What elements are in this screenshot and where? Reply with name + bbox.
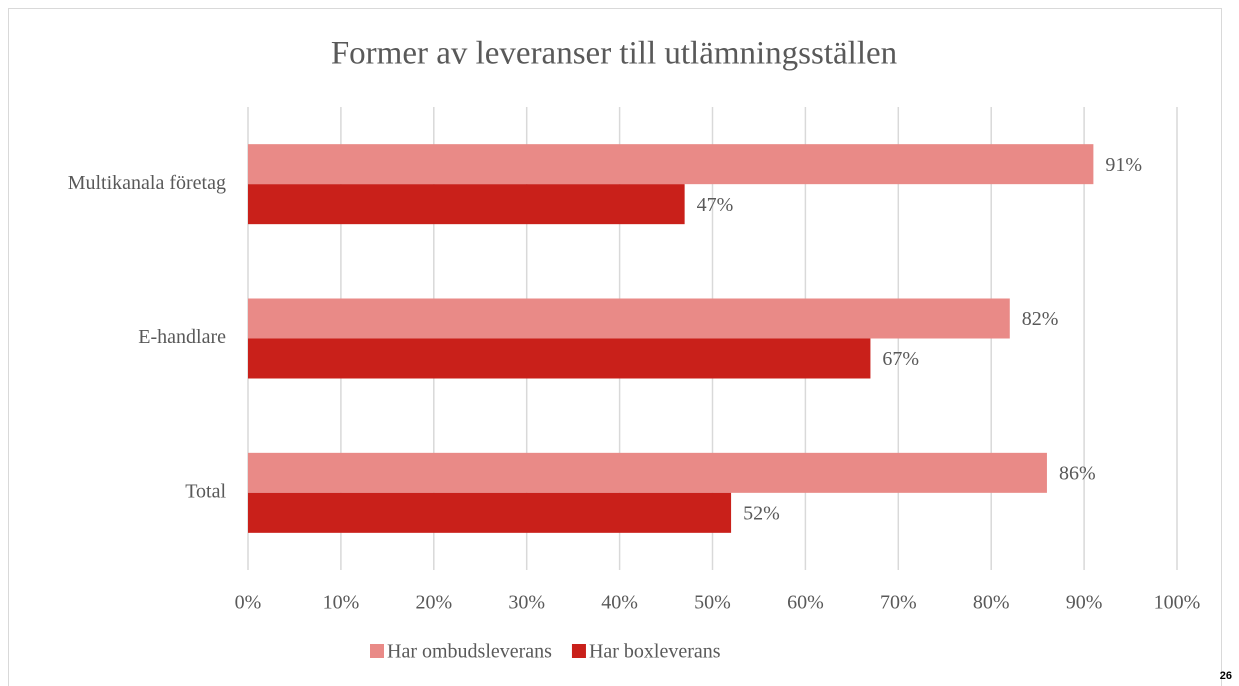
y-tick-label: Multikanala företag [68, 172, 226, 194]
x-tick-label: 70% [880, 592, 917, 614]
value-label: 86% [1059, 462, 1096, 484]
bar [248, 298, 1010, 339]
legend-label: Har ombudsleverans [387, 641, 552, 663]
x-tick-label: 10% [323, 592, 360, 614]
x-tick-label: 50% [694, 592, 731, 614]
page-number: 26 [1220, 670, 1232, 682]
bar [248, 492, 732, 533]
x-tick-label: 0% [235, 592, 262, 614]
bar [248, 184, 685, 225]
x-tick-label: 100% [1154, 592, 1201, 614]
chart-frame [8, 8, 1222, 686]
x-tick-label: 80% [973, 592, 1010, 614]
legend-label: Har boxleverans [589, 641, 721, 663]
bar [248, 338, 871, 379]
y-tick-label: Total [185, 480, 226, 502]
value-label: 47% [697, 194, 734, 216]
y-tick-label: E-handlare [138, 326, 226, 348]
x-tick-label: 90% [1066, 592, 1103, 614]
value-label: 91% [1105, 154, 1142, 176]
x-tick-label: 40% [601, 592, 638, 614]
x-tick-label: 60% [787, 592, 824, 614]
legend-swatch [571, 644, 586, 658]
legend-swatch [370, 644, 384, 658]
value-label: 67% [882, 348, 919, 370]
chart-title: Former av leveranser till utlämningsstäl… [331, 36, 897, 72]
x-tick-label: 20% [415, 592, 452, 614]
bar [248, 144, 1094, 185]
x-tick-label: 30% [508, 592, 545, 614]
bar [248, 452, 1047, 493]
value-label: 52% [743, 502, 780, 524]
value-label: 82% [1022, 308, 1059, 330]
